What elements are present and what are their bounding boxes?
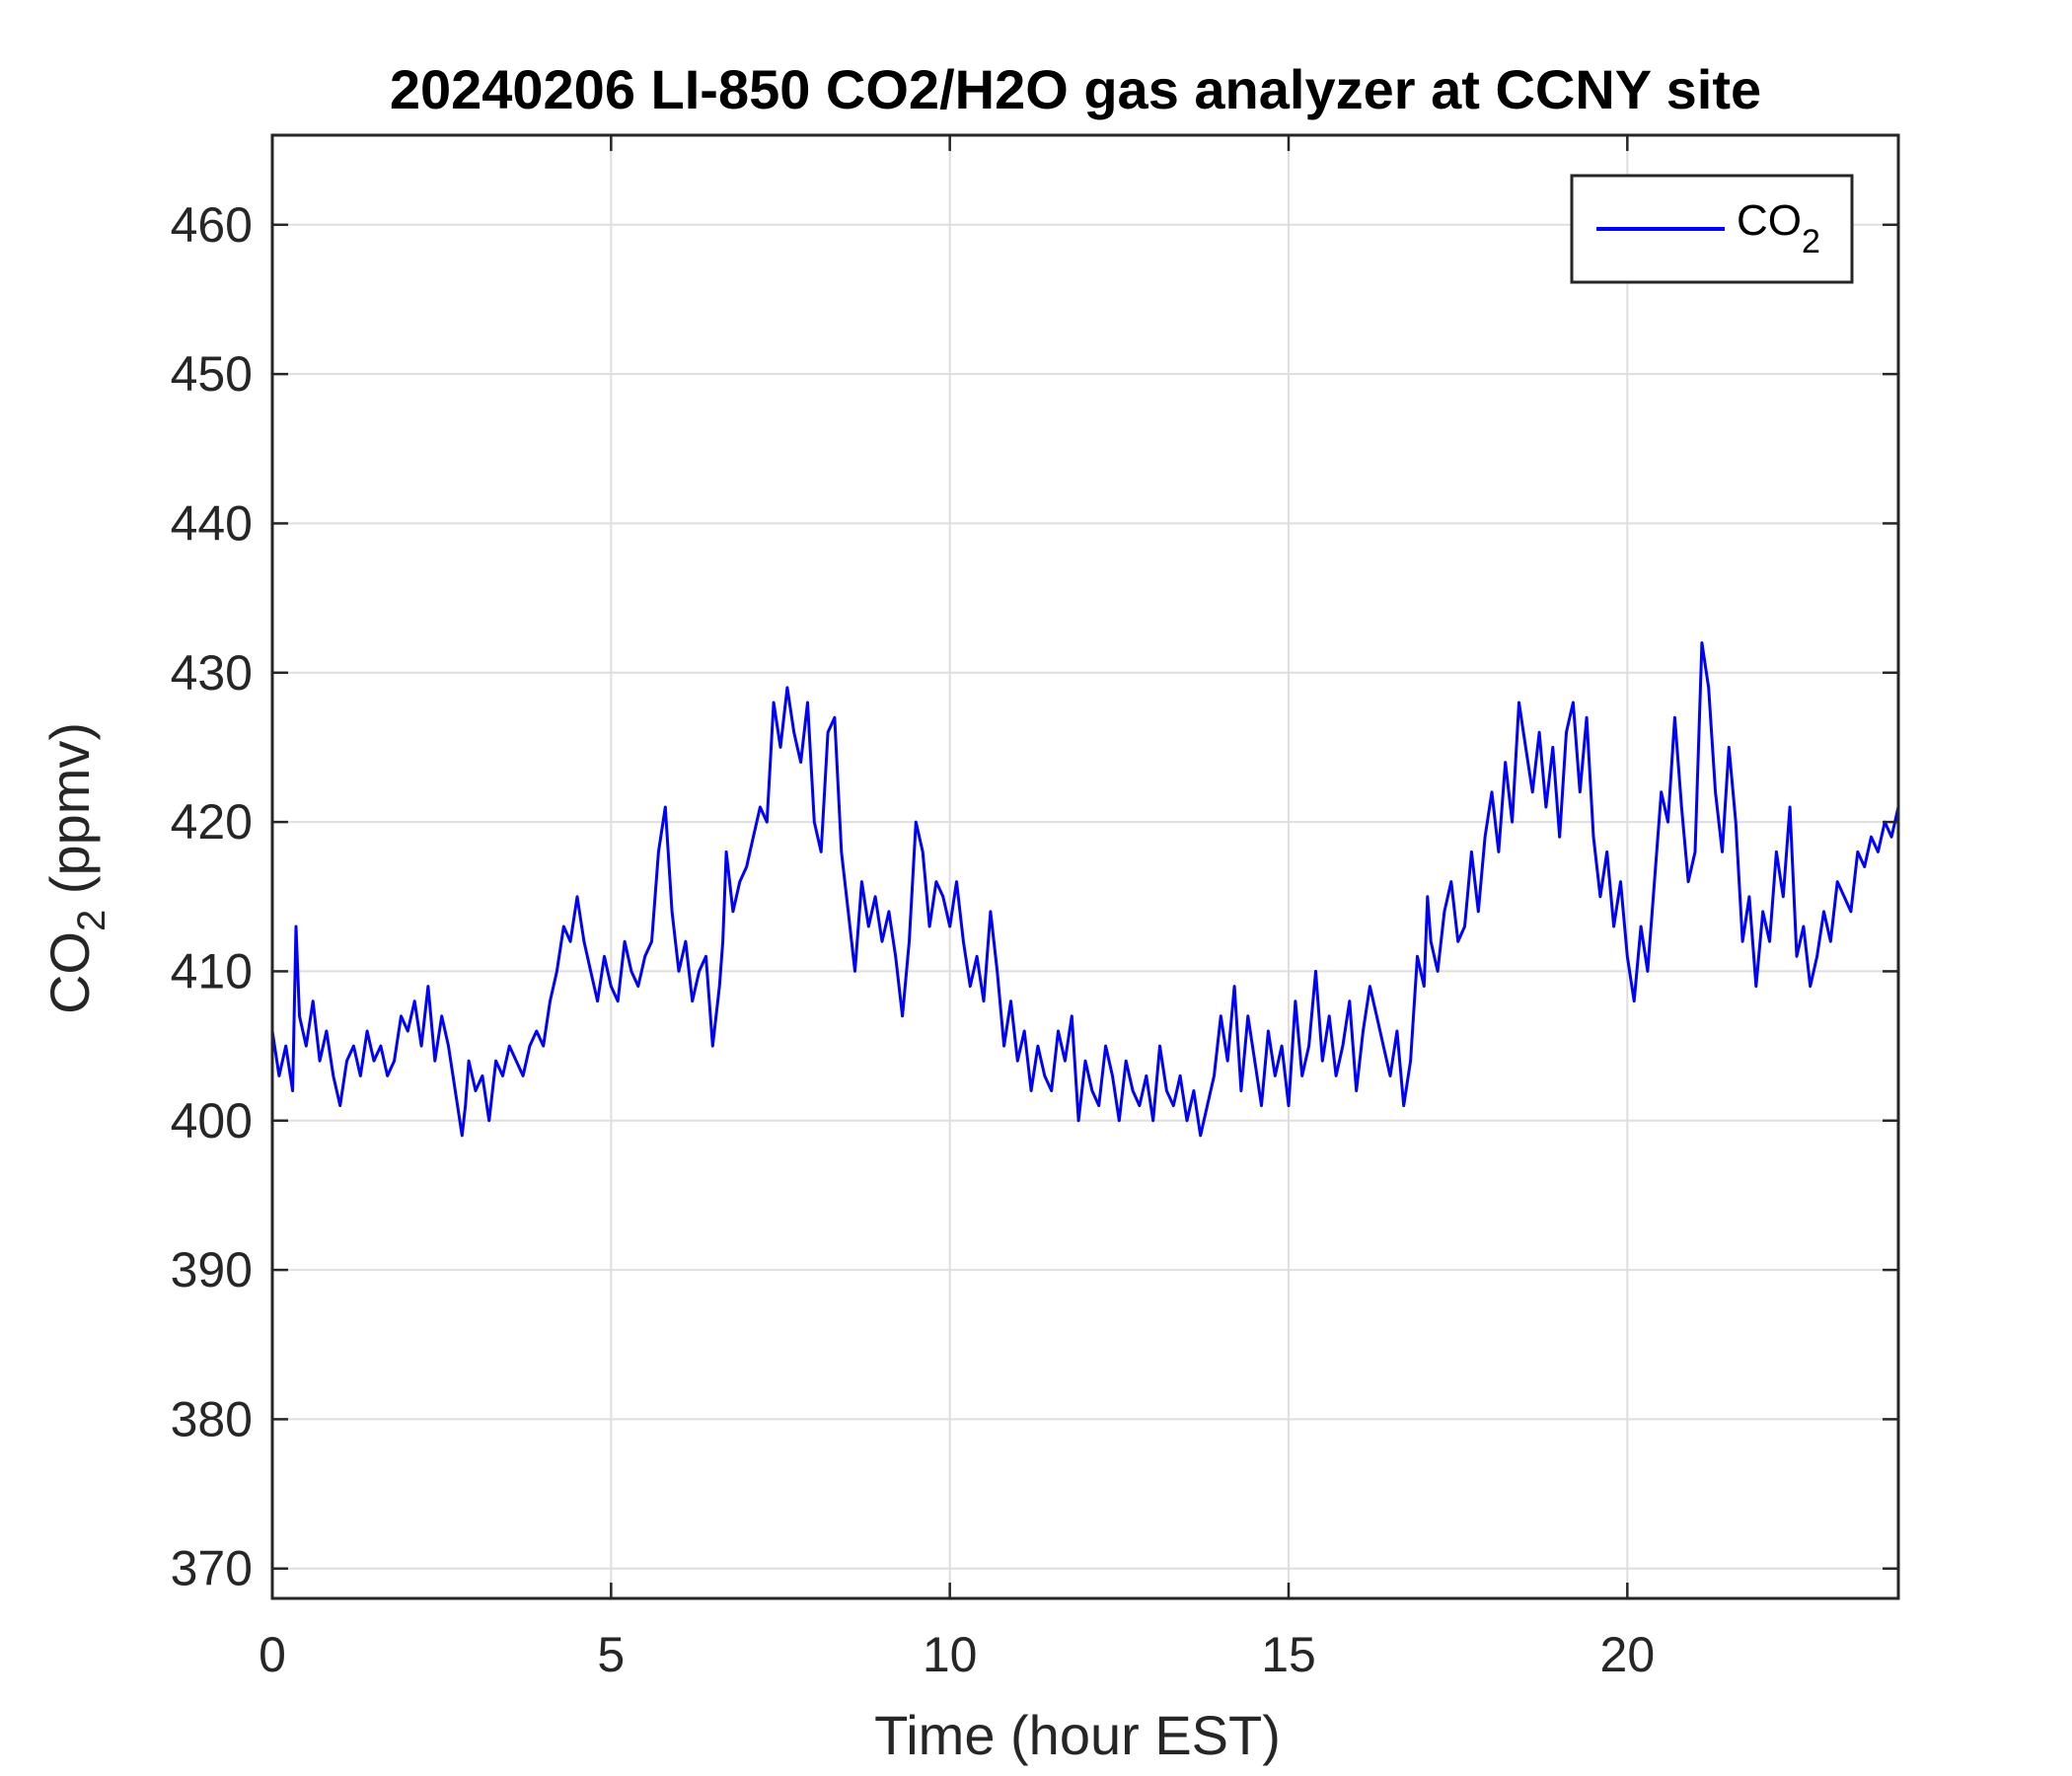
- legend-label-sub: 2: [1802, 223, 1820, 260]
- series-line-co2: [270, 641, 1900, 1138]
- y-tick-label: 420: [171, 794, 253, 850]
- y-tick-label: 430: [171, 645, 253, 701]
- svg-text:CO2: CO2: [1737, 196, 1820, 260]
- x-axis-label: Time (hour EST): [874, 1704, 1281, 1766]
- x-tick-label: 15: [1261, 1627, 1316, 1682]
- grid: [272, 135, 1898, 1598]
- y-tick-label: 390: [171, 1242, 253, 1297]
- y-tick-label: 440: [171, 495, 253, 551]
- y-axis-label-sub: 2: [70, 910, 113, 931]
- legend-label-main: CO: [1737, 196, 1802, 245]
- y-tick-label: 460: [171, 197, 253, 253]
- y-axis-label: CO2 (ppmv): [38, 722, 113, 1014]
- y-tick-label: 380: [171, 1391, 253, 1446]
- plot-frame: [270, 133, 1900, 1600]
- chart-title: 20240206 LI-850 CO2/H2O gas analyzer at …: [390, 58, 1761, 120]
- legend: CO2: [1570, 174, 1854, 284]
- y-tick-label: 400: [171, 1093, 253, 1148]
- series-group: [270, 641, 1900, 1138]
- y-tick-label: 450: [171, 346, 253, 402]
- tick-labels-group: 0 5 10 15 20 370 380 390 400 410 420 430 440 450 460: [171, 197, 1656, 1682]
- y-axis-label-rest: (ppmv): [38, 722, 101, 910]
- y-axis-label-main: CO: [38, 931, 101, 1014]
- x-tick-label: 20: [1600, 1627, 1656, 1682]
- ticks-group: [270, 135, 1898, 1598]
- x-tick-label: 0: [259, 1627, 286, 1682]
- y-tick-label: 410: [171, 943, 253, 999]
- y-tick-label: 370: [171, 1541, 253, 1596]
- x-tick-label: 5: [597, 1627, 625, 1682]
- x-tick-label: 10: [923, 1627, 978, 1682]
- svg-text:CO2 (ppmv): CO2 (ppmv): [38, 722, 113, 1014]
